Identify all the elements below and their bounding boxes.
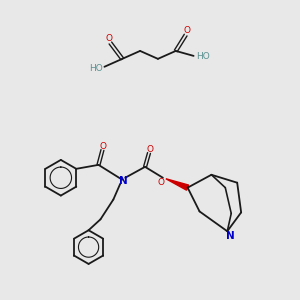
Text: N: N <box>119 176 128 186</box>
Text: O: O <box>158 178 164 187</box>
Text: HO: HO <box>90 64 104 73</box>
Polygon shape <box>166 179 189 190</box>
Text: O: O <box>183 26 190 34</box>
Text: N: N <box>226 231 235 241</box>
Text: HO: HO <box>196 52 209 62</box>
Text: O: O <box>106 34 113 43</box>
Text: O: O <box>146 145 154 154</box>
Text: O: O <box>100 142 107 151</box>
